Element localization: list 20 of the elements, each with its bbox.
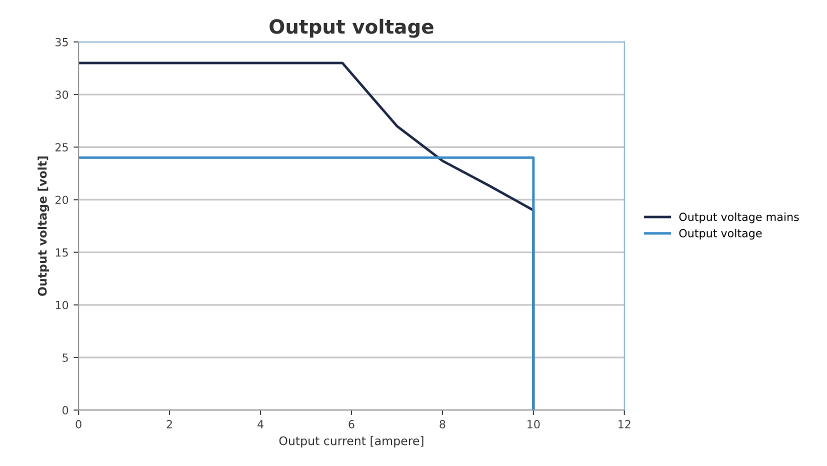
x-tick-label: 4	[258, 420, 264, 428]
y-tick-label: 30	[56, 90, 68, 99]
x-tick-label: 6	[348, 420, 354, 428]
x-axis-title: Output current [ampere]	[279, 436, 424, 448]
legend-label: Output voltage	[679, 228, 762, 240]
x-tick-label: 8	[440, 420, 446, 428]
y-tick-label: 0	[62, 406, 68, 414]
y-tick-label: 15	[56, 248, 68, 257]
x-tick-label: 2	[166, 420, 172, 428]
y-tick-label: 20	[56, 196, 68, 204]
y-axis-title: Output voltage [volt]	[38, 156, 50, 296]
x-tick-label: 12	[618, 420, 630, 428]
x-tick-label: 10	[528, 420, 540, 428]
chart-title: Output voltage	[270, 18, 434, 38]
y-tick-label: 5	[62, 354, 68, 362]
legend-label: Output voltage mains	[679, 212, 799, 224]
x-tick-label: 0	[76, 420, 82, 428]
y-tick-label: 35	[56, 38, 68, 46]
y-tick-label: 25	[56, 143, 68, 152]
y-tick-label: 10	[56, 300, 68, 310]
